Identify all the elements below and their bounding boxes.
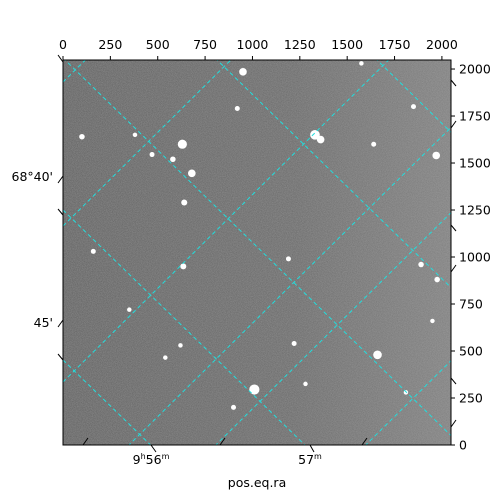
ra-tick-label-0: 9h56m [133,452,170,467]
edge-tick-mark [450,264,457,273]
star [188,169,196,178]
top-tick-label: 1500 [331,37,363,52]
plot-frame [62,59,452,446]
star [432,151,441,160]
right-tick-label: 1250 [459,203,491,218]
ra-tick-mark [150,444,157,453]
star [90,248,96,254]
ra-tick-mark [361,437,368,446]
top-tick-label: 500 [146,37,170,52]
star [418,261,424,268]
star [163,355,168,360]
star [359,61,364,66]
top-pixel-ticks: 0 250 500 750 1000 1250 1500 1750 2000 [59,37,458,60]
dec-tick-mark [57,353,64,361]
star [249,384,260,395]
right-tick-label: 250 [459,391,483,406]
right-tick-label: 750 [459,297,483,312]
star [291,340,297,346]
top-tick-label: 0 [59,37,67,52]
dec-tick-mark [57,175,64,184]
star [231,404,237,410]
dec-tick-mark [57,319,64,328]
star [316,135,325,144]
edge-tick-mark [450,224,457,232]
dec-tick-mark [57,208,64,216]
star [234,106,240,112]
star [180,263,187,270]
x-axis-title: pos.eq.ra [228,475,286,490]
star [285,256,291,262]
dec-tick-label-0: 68°40' [12,169,54,184]
right-tick-label: 500 [459,344,483,359]
right-tick-label: 1500 [459,156,491,171]
right-tick-label: 1750 [459,109,491,124]
top-tick-label: 750 [193,37,217,52]
dec-ticks: 68°40' 45' [12,54,64,361]
star [79,133,85,140]
right-tick-label: 1000 [459,250,491,265]
star [127,307,132,312]
ra-tick-mark [82,437,89,446]
stars-layer [79,61,441,410]
star [178,343,183,348]
ra-ticks: 9h56m 57m [82,437,368,467]
edge-coordinate-ticks [450,79,457,428]
sky-image [63,60,451,445]
star [132,132,138,138]
star [149,152,155,158]
top-tick-label: 1000 [237,37,269,52]
dec-tick-mark [57,54,64,63]
star [181,199,188,206]
right-tick-label: 2000 [459,62,491,77]
right-tick-label: 0 [459,438,467,453]
star [239,68,247,76]
edge-tick-mark [450,419,457,428]
dec-tick-label-1: 45' [34,315,53,330]
coordinate-grid [63,60,451,445]
star [430,318,435,324]
right-pixel-ticks: 0 250 500 750 1000 1250 1500 1750 2000 [451,62,491,453]
top-tick-label: 1250 [284,37,316,52]
ra-tick-mark [219,437,226,446]
edge-tick-mark [450,120,457,129]
top-tick-label: 250 [98,37,122,52]
ra-tick-mark [309,444,315,453]
star [177,139,187,149]
star [371,141,377,147]
ra-tick-label-1: 57m [298,452,322,467]
star [434,276,440,283]
star [310,129,320,140]
star [373,350,382,360]
star [170,156,176,163]
star [303,381,308,387]
top-tick-label: 2000 [426,37,458,52]
star [410,104,416,110]
top-tick-label: 1750 [379,37,411,52]
sky-noise [63,60,451,445]
grid-line [63,60,451,445]
edge-tick-mark [450,377,457,385]
edge-tick-mark [450,79,457,87]
